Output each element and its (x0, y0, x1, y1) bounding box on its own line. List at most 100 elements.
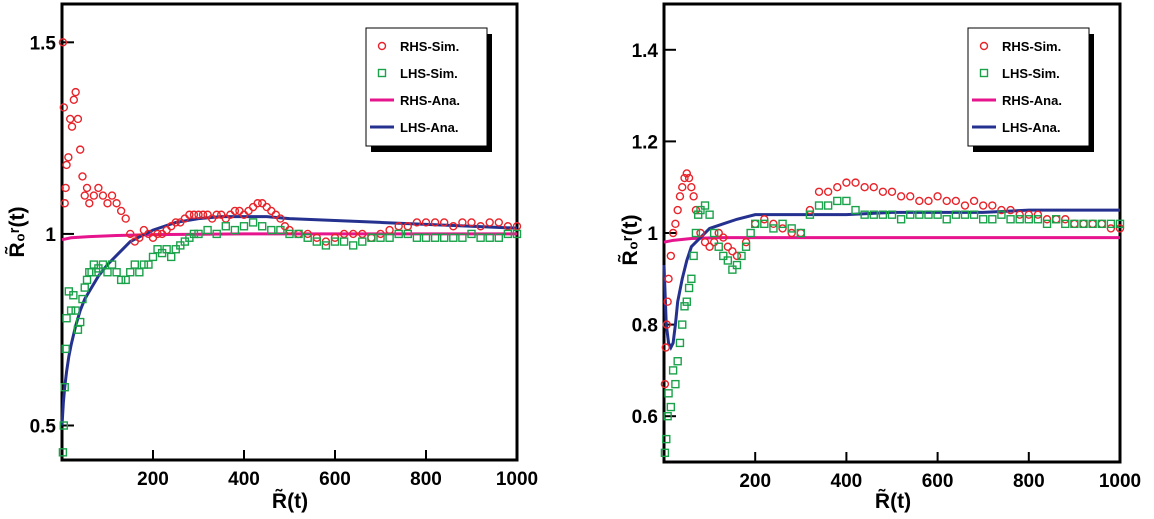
data-point-rhs-sim (860, 182, 869, 192)
data-point-rhs-sim (440, 218, 449, 227)
data-point-rhs-sim (1115, 224, 1125, 233)
data-point-lhs-sim (85, 268, 94, 277)
data-point-lhs-sim (494, 233, 503, 242)
data-point-rhs-sim (1015, 210, 1024, 219)
x-tick-label: 600 (319, 469, 351, 490)
data-point-rhs-sim (660, 379, 670, 389)
data-point-lhs-sim (58, 448, 68, 457)
data-point-rhs-sim (194, 210, 203, 219)
data-point-lhs-sim (312, 237, 321, 246)
data-point-lhs-sim (814, 201, 824, 210)
data-point-rhs-sim (412, 218, 422, 227)
data-point-rhs-sim (887, 187, 897, 196)
x-tick-label: 200 (739, 471, 771, 492)
data-point-rhs-sim (666, 251, 676, 261)
data-point-rhs-sim (494, 218, 503, 227)
series-line-rhs-ana (61, 232, 517, 242)
data-point-rhs-sim (430, 218, 440, 227)
y-tick-label: 0.6 (632, 407, 658, 428)
data-point-rhs-sim (696, 228, 705, 238)
data-point-rhs-sim (244, 206, 253, 216)
data-point-rhs-sim (82, 183, 92, 193)
data-point-lhs-sim (403, 229, 412, 239)
data-point-lhs-sim (705, 210, 714, 219)
data-point-lhs-sim (728, 265, 737, 274)
data-point-lhs-sim (737, 251, 746, 261)
data-point-lhs-sim (769, 224, 778, 233)
data-point-rhs-sim (485, 218, 494, 227)
data-point-rhs-sim (997, 205, 1006, 215)
data-point-lhs-sim (823, 201, 833, 210)
data-point-rhs-sim (262, 202, 271, 212)
data-point-rhs-sim (267, 206, 276, 216)
data-point-rhs-sim (942, 196, 951, 206)
data-point-lhs-sim (144, 260, 153, 269)
data-point-lhs-sim (294, 229, 303, 239)
data-point-rhs-sim (1061, 215, 1070, 224)
data-point-rhs-sim (1024, 210, 1034, 219)
data-point-lhs-sim (671, 379, 680, 389)
data-point-lhs-sim (666, 402, 676, 412)
data-point-lhs-sim (751, 219, 760, 229)
data-point-rhs-sim (1088, 219, 1097, 229)
data-point-lhs-sim (1061, 219, 1070, 229)
legend-label: RHS-Sim. (400, 39, 459, 54)
data-point-lhs-sim (842, 196, 851, 206)
data-point-rhs-sim (719, 233, 728, 242)
data-point-rhs-sim (842, 178, 851, 187)
data-point-lhs-sim (673, 357, 682, 366)
data-point-rhs-sim (80, 191, 89, 200)
data-point-lhs-sim (700, 201, 710, 210)
data-point-lhs-sim (467, 229, 476, 239)
data-point-lhs-sim (80, 283, 89, 292)
data-point-lhs-sim (203, 225, 212, 235)
data-point-rhs-sim (988, 201, 997, 210)
data-point-rhs-sim (979, 201, 988, 210)
data-point-lhs-sim (988, 215, 997, 224)
data-point-lhs-sim (189, 229, 199, 239)
data-point-lhs-sim (1106, 219, 1116, 229)
data-point-lhs-sim (1115, 219, 1125, 229)
data-point-lhs-sim (62, 314, 71, 323)
data-point-lhs-sim (660, 448, 670, 458)
data-point-rhs-sim (796, 228, 805, 238)
data-point-rhs-sim (969, 196, 979, 206)
data-point-rhs-sim (1079, 219, 1088, 229)
data-point-lhs-sim (349, 241, 358, 250)
data-point-rhs-sim (61, 183, 70, 193)
data-point-rhs-sim (751, 219, 760, 229)
data-point-lhs-sim (682, 297, 691, 306)
data-point-lhs-sim (440, 233, 449, 242)
data-point-lhs-sim (997, 210, 1006, 219)
data-point-lhs-sim (696, 205, 705, 215)
data-point-lhs-sim (394, 229, 403, 239)
data-point-lhs-sim (663, 412, 672, 421)
data-point-lhs-sim (148, 252, 158, 262)
y-axis-title: R̃₀ʳ(t) (5, 207, 29, 258)
data-point-rhs-sim (728, 247, 737, 256)
data-point-lhs-sim (1015, 215, 1024, 224)
data-point-rhs-sim (276, 214, 285, 223)
data-point-lhs-sim (303, 233, 312, 242)
data-point-rhs-sim (248, 202, 258, 212)
data-point-rhs-sim (253, 199, 262, 208)
y-tick-label: 1 (45, 225, 56, 246)
data-point-lhs-sim (668, 366, 678, 375)
data-point-lhs-sim (285, 229, 294, 239)
data-point-rhs-sim (684, 173, 694, 183)
data-point-lhs-sim (121, 275, 130, 285)
x-tick-label: 1000 (1099, 471, 1141, 492)
x-tick-label: 200 (137, 469, 169, 490)
data-point-lhs-sim (126, 268, 135, 277)
data-point-lhs-sim (869, 210, 878, 219)
data-point-lhs-sim (476, 233, 485, 242)
data-point-rhs-sim (906, 192, 915, 201)
data-point-lhs-sim (166, 252, 176, 262)
x-tick-label: 600 (922, 471, 954, 492)
data-point-lhs-sim (430, 233, 440, 242)
x-axis-title: R̃(t) (875, 489, 911, 513)
data-point-rhs-sim (714, 228, 723, 238)
legend-marker (979, 68, 989, 78)
data-point-rhs-sim (664, 274, 673, 283)
